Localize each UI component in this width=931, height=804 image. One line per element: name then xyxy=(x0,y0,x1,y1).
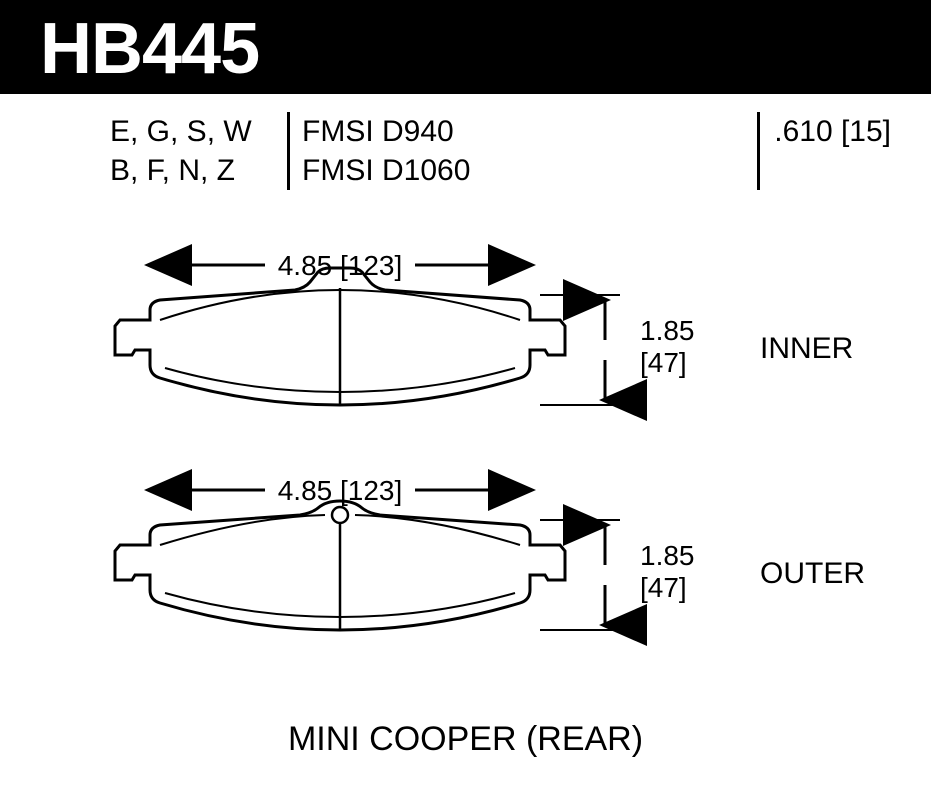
info-row: E, G, S, W B, F, N, Z FMSI D940 FMSI D10… xyxy=(0,94,931,190)
part-number: HB445 xyxy=(40,9,259,89)
thickness: .610 [15] xyxy=(774,112,891,151)
header-bar: HB445 xyxy=(0,0,931,94)
outer-height-mm: [47] xyxy=(640,572,687,603)
outer-pin-hole xyxy=(332,507,348,523)
outer-pad-group: 4.85 [123] 1.85 [47] OUTER xyxy=(115,475,865,630)
diagram-area: 4.85 [123] 1.85 [47] INNER 4.85 [123] 1.… xyxy=(0,190,931,710)
inner-height-mm: [47] xyxy=(640,347,687,378)
inner-label: INNER xyxy=(760,332,853,365)
footer-title: MINI COOPER (REAR) xyxy=(0,710,931,759)
codes-line2: B, F, N, Z xyxy=(110,151,275,190)
thickness-spec: .610 [15] xyxy=(757,112,891,190)
inner-height-in: 1.85 xyxy=(640,315,695,346)
fmsi-codes: FMSI D940 FMSI D1060 xyxy=(290,112,640,190)
outer-label: OUTER xyxy=(760,557,865,590)
outer-height-in: 1.85 xyxy=(640,540,695,571)
diagram-svg: 4.85 [123] 1.85 [47] INNER 4.85 [123] 1.… xyxy=(0,190,931,710)
compound-codes: E, G, S, W B, F, N, Z xyxy=(110,112,290,190)
inner-pad-group: 4.85 [123] 1.85 [47] INNER xyxy=(115,250,853,405)
product-title: MINI COOPER (REAR) xyxy=(288,720,643,758)
fmsi-line1: FMSI D940 xyxy=(302,112,640,151)
codes-line1: E, G, S, W xyxy=(110,112,275,151)
inner-width-label: 4.85 [123] xyxy=(278,250,403,281)
fmsi-line2: FMSI D1060 xyxy=(302,151,640,190)
